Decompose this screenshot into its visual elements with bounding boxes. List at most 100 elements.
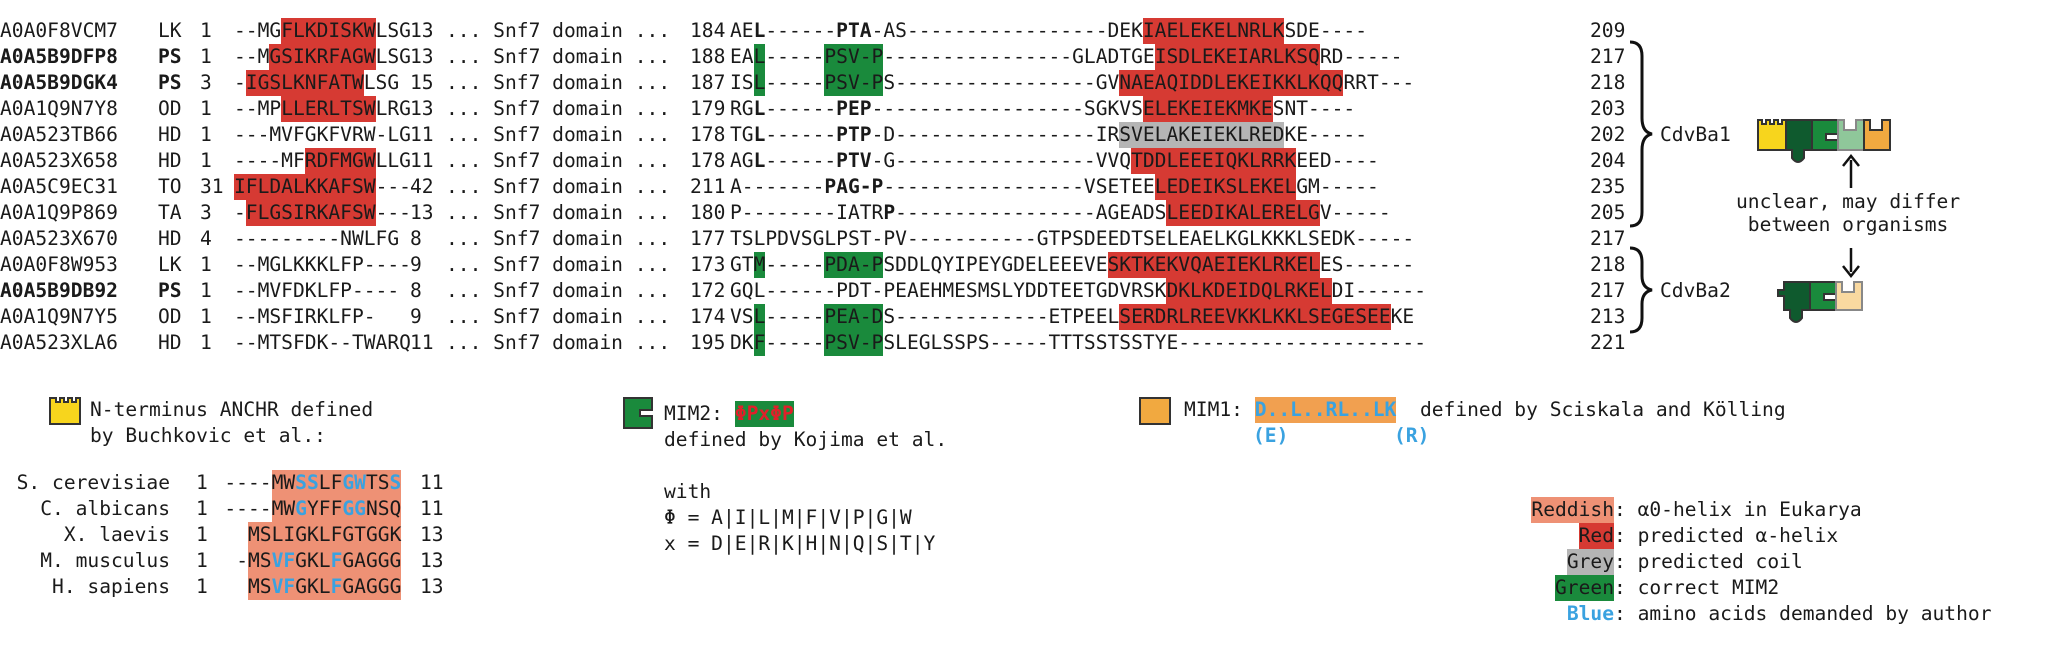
n-terminal-sequence: ---------NWLFG xyxy=(234,227,400,250)
organism-code: TA xyxy=(158,201,182,224)
mim1-alt-r: (R) xyxy=(1394,424,1430,447)
accession-id: A0A523XLA6 xyxy=(0,331,118,354)
color-legend-entry: Green: correct MIM2 xyxy=(1454,575,1994,601)
accession-id: A0A523TB66 xyxy=(0,123,118,146)
snf7-domain-label: ... Snf7 domain ... xyxy=(446,279,671,302)
c-start: 195 xyxy=(690,331,726,354)
c-end: 218 xyxy=(1590,71,1626,94)
organism-code: LK xyxy=(158,19,182,42)
cdvba1-domain-cartoon xyxy=(1757,119,1891,163)
c-start: 178 xyxy=(690,123,726,146)
eukarya-start: 1 xyxy=(196,471,208,494)
color-legend-key: Blue xyxy=(1566,602,1614,625)
accession-id: A0A523X658 xyxy=(0,149,118,172)
snf7-domain-label: ... Snf7 domain ... xyxy=(446,97,671,120)
n-start: 3 xyxy=(200,201,212,224)
mim1-prefix: MIM1: xyxy=(1184,398,1243,421)
n-end: 13 xyxy=(410,201,434,224)
n-end: 8 xyxy=(410,279,422,302)
eukarya-end: 11 xyxy=(420,471,444,494)
n-terminal-sequence: IFLDALKKAFSW--- xyxy=(234,174,411,200)
n-end: 13 xyxy=(410,45,434,68)
unclear-block-icon xyxy=(1837,119,1865,151)
c-terminal-sequence: AEL------PTA-AS-----------------DEKIAELE… xyxy=(730,18,1368,44)
brace-cdvba2 xyxy=(1629,246,1653,334)
c-terminal-sequence: A-------PAG-P-----------------VSETEELEDE… xyxy=(730,174,1379,200)
accession-id: A0A0F8W953 xyxy=(0,253,118,276)
c-start: 211 xyxy=(690,175,726,198)
n-end: 13 xyxy=(410,19,434,42)
c-terminal-sequence: ISL-----PSV-PS-----------------GVNAEAQID… xyxy=(730,70,1415,96)
organism-code: PS xyxy=(158,279,182,302)
color-legend-key: Red xyxy=(1578,523,1614,549)
mim1-legend-line1: MIM1: D..L..RL..LK defined by Sciskala a… xyxy=(1184,397,1786,423)
n-start: 1 xyxy=(200,45,212,68)
c-terminal-sequence: GQL------PDT-PEAEHMESMSLYDDTEETGDVRSKDKL… xyxy=(730,278,1426,304)
n-terminal-sequence: --MGLKKKLFP---- xyxy=(234,253,411,276)
accession-id: A0A5B9DFP8 xyxy=(0,45,118,68)
color-legend-entry: Red: predicted α-helix xyxy=(1454,523,1994,549)
color-legend-key: Green xyxy=(1555,575,1614,601)
color-legend-desc: : correct MIM2 xyxy=(1614,576,1780,599)
anchr-legend-line1: N-terminus ANCHR defined xyxy=(90,398,374,421)
n-terminal-sequence: --MSFIRKLFP- xyxy=(234,305,376,328)
n-end: 13 xyxy=(410,97,434,120)
mim2-legend-line1: MIM2: ΦPxΦP xyxy=(664,401,794,427)
n-end: 15 xyxy=(410,71,434,94)
n-start: 1 xyxy=(200,253,212,276)
accession-id: A0A5C9EC31 xyxy=(0,175,118,198)
x-definition: x = D|E|R|K|H|N|Q|S|T|Y xyxy=(664,532,936,555)
accession-id: A0A523X670 xyxy=(0,227,118,250)
snf7-domain-label: ... Snf7 domain ... xyxy=(446,305,671,328)
c-end: 204 xyxy=(1590,149,1626,172)
mim2-prefix: MIM2: xyxy=(664,402,723,425)
organism-code: OD xyxy=(158,97,182,120)
eukarya-start: 1 xyxy=(196,575,208,598)
organism-code: PS xyxy=(158,45,182,68)
mim2-legend-line2: defined by Kojima et al. xyxy=(664,428,948,451)
group-label-cdvba2: CdvBa2 xyxy=(1660,279,1731,302)
n-start: 3 xyxy=(200,71,212,94)
snf7-domain-label: ... Snf7 domain ... xyxy=(446,19,671,42)
n-start: 1 xyxy=(200,97,212,120)
mim2-motif: ΦPxΦP xyxy=(734,401,794,427)
snf7-domain-label: ... Snf7 domain ... xyxy=(446,45,671,68)
legend-mim2-icon xyxy=(623,397,653,429)
n-end: 9 xyxy=(410,305,422,328)
n-terminal-sequence: --MVFDKLFP---- xyxy=(234,279,400,302)
color-legend-desc: : predicted coil xyxy=(1614,550,1803,573)
c-terminal-sequence: GTM-----PDA-PSDDLQYIPEYGDELEEEVESKTKEKVQ… xyxy=(730,252,1415,278)
c-end: 202 xyxy=(1590,123,1626,146)
brace-cdvba1 xyxy=(1629,40,1653,228)
c-start: 188 xyxy=(690,45,726,68)
organism-code: HD xyxy=(158,227,182,250)
eukarya-start: 1 xyxy=(196,523,208,546)
organism-code: LK xyxy=(158,253,182,276)
c-end: 221 xyxy=(1590,331,1626,354)
snf7-domain-label: ... Snf7 domain ... xyxy=(446,71,671,94)
c-terminal-sequence: P--------IATRP-----------------AGEADSLEE… xyxy=(730,200,1391,226)
c-end: 218 xyxy=(1590,253,1626,276)
c-end: 209 xyxy=(1590,19,1626,42)
n-terminal-sequence: ---MVFGKFVRW-LG xyxy=(234,123,411,146)
n-start: 1 xyxy=(200,331,212,354)
anchr-block-icon xyxy=(1757,119,1787,151)
n-end: 9 xyxy=(410,253,422,276)
eukarya-end: 13 xyxy=(420,549,444,572)
color-legend-key: Grey xyxy=(1566,549,1614,575)
c-start: 174 xyxy=(690,305,726,328)
cdvba2-domain-cartoon xyxy=(1777,281,1863,323)
uncertain-note: unclear, may differ between organisms xyxy=(1736,190,1961,236)
anchr-legend-line2: by Buchkovic et al.: xyxy=(90,424,326,447)
mim1-motif: D..L..RL..LK xyxy=(1254,397,1397,423)
snf7-domain-label: ... Snf7 domain ... xyxy=(446,227,671,250)
phi-definition: Φ = A|I|L|M|F|V|P|G|W xyxy=(664,506,912,529)
eukarya-sequence: -MSVFGKLFGAGGG xyxy=(236,548,402,574)
legend-anchr-icon xyxy=(49,397,81,425)
c-start: 184 xyxy=(690,19,726,42)
n-terminal-sequence: --MTSFDK--TWARQ xyxy=(234,331,411,354)
eukarya-sequence: ----MWSSLFGWTSS xyxy=(224,470,402,496)
snf7-block-icon xyxy=(1785,119,1813,163)
snf7-domain-label: ... Snf7 domain ... xyxy=(446,253,671,276)
color-legend-key: Reddish xyxy=(1531,497,1614,523)
